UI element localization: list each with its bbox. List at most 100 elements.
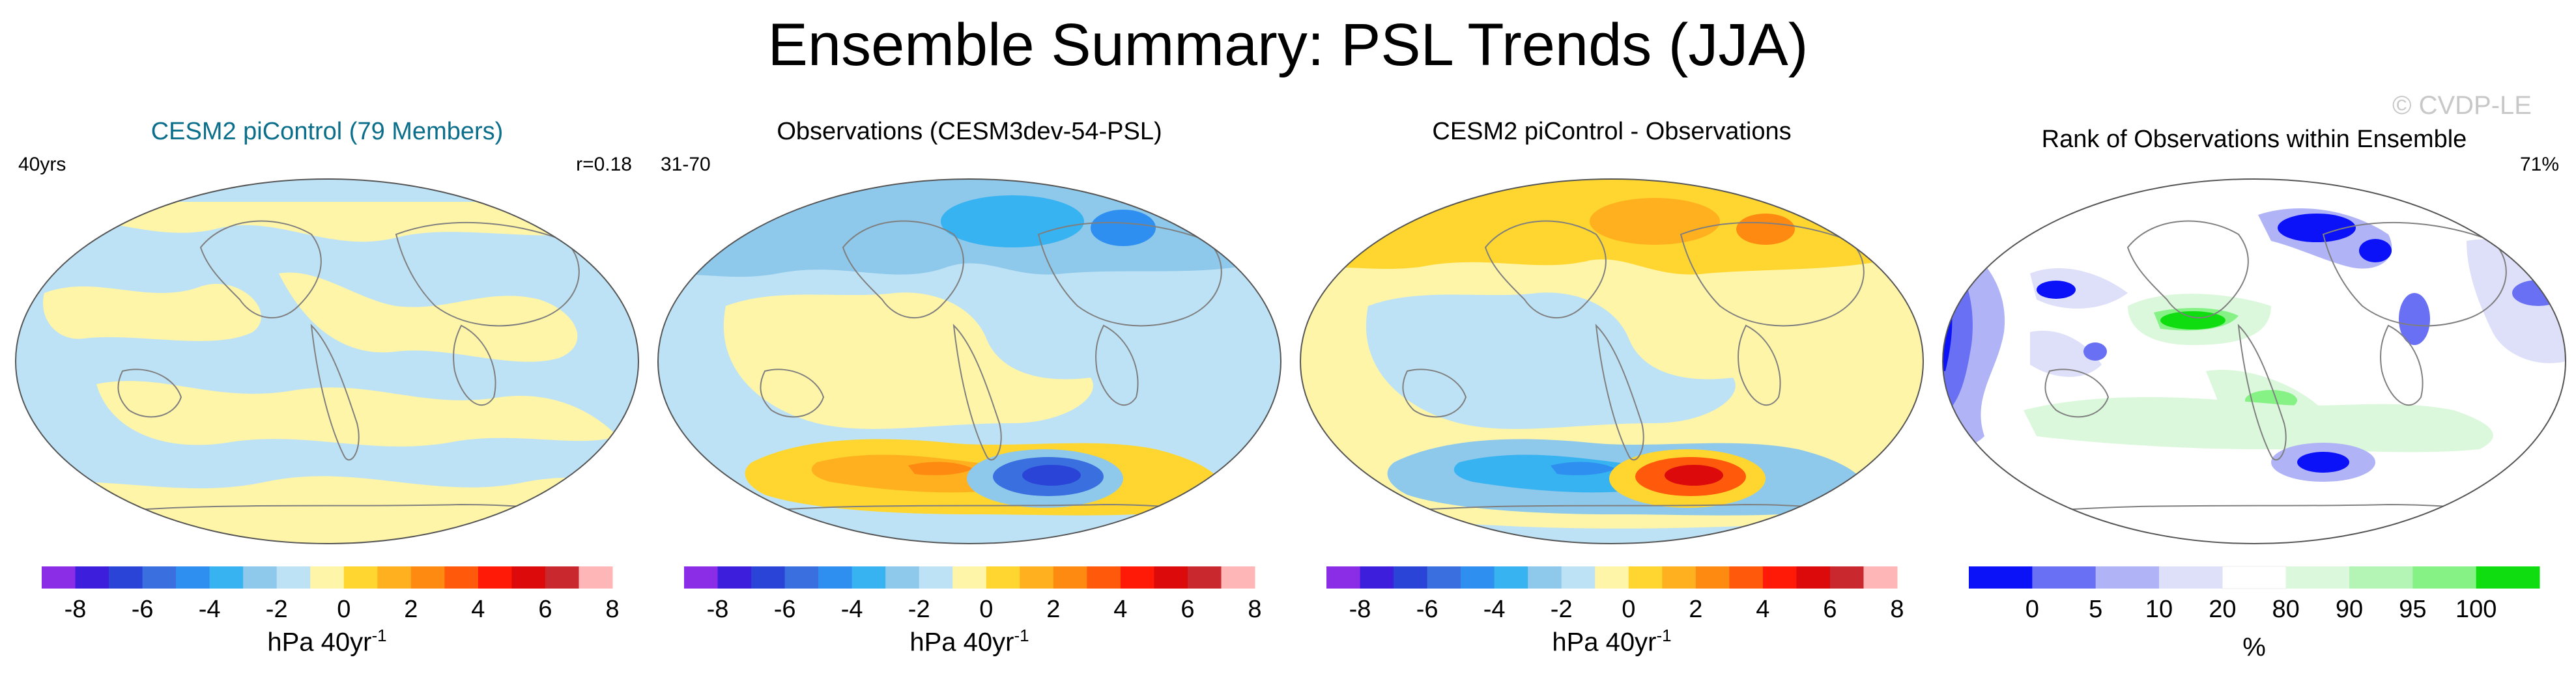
map-positive-band bbox=[96, 381, 618, 447]
colorbar-swatch bbox=[1087, 566, 1121, 589]
panel-left-label: 40yrs bbox=[18, 154, 66, 175]
colorbar-tick-label: 2 bbox=[1689, 596, 1702, 623]
panel-model: CESM2 piControl (79 Members) 40yrs r=0.1… bbox=[5, 0, 649, 681]
panel-left-label: 31-70 bbox=[661, 154, 711, 175]
colorbar-swatch bbox=[852, 566, 886, 589]
map-positive-region bbox=[1665, 465, 1723, 486]
map-low-rank-region bbox=[2278, 214, 2356, 242]
colorbar-swatch bbox=[276, 566, 311, 589]
colorbar-psl: -8 -6 -4 -2 0 2 4 6 8 bbox=[684, 566, 1262, 623]
colorbar-tick-label: 0 bbox=[2025, 596, 2039, 623]
colorbar-tick-label: 100 bbox=[2455, 596, 2497, 623]
colorbar-swatch bbox=[209, 566, 244, 589]
map-border bbox=[1942, 178, 2566, 544]
colorbar-tick-label: 4 bbox=[471, 596, 485, 623]
colorbar-swatch bbox=[343, 566, 378, 589]
colorbar-swatch bbox=[1561, 566, 1596, 589]
colorbar-swatch bbox=[1053, 566, 1087, 589]
map-negative-region bbox=[1551, 462, 1616, 475]
colorbar-tick-label: 4 bbox=[1113, 596, 1127, 623]
map-positive-region bbox=[1590, 198, 1720, 245]
map-border bbox=[15, 178, 639, 544]
colorbar-swatch bbox=[42, 566, 76, 589]
colorbar-swatch bbox=[2095, 566, 2160, 589]
panel-right-label: 71% bbox=[2519, 154, 2559, 175]
colorbar-swatch bbox=[751, 566, 786, 589]
colorbar-tick-label: -2 bbox=[908, 596, 930, 623]
colorbar-tick-label: -8 bbox=[64, 596, 87, 623]
map-low-rank-region bbox=[2359, 239, 2392, 262]
colorbar-swatch bbox=[1326, 566, 1361, 589]
colorbar-swatch bbox=[717, 566, 752, 589]
colorbar-swatch bbox=[109, 566, 143, 589]
panel-title: CESM2 piControl (79 Members) bbox=[150, 118, 504, 145]
colorbar-tick-label: -6 bbox=[132, 596, 154, 623]
map-positive-region bbox=[908, 462, 973, 475]
map-low-rank-region bbox=[2512, 280, 2564, 306]
colorbar-swatch bbox=[1829, 566, 1864, 589]
colorbar-tick-label: -6 bbox=[774, 596, 796, 623]
panel-title: Rank of Observations within Ensemble bbox=[2041, 126, 2467, 153]
colorbar-tick-label: -8 bbox=[1349, 596, 1371, 623]
map-positive-region bbox=[723, 292, 1093, 429]
colorbar-swatch bbox=[142, 566, 177, 589]
colorbar-swatch bbox=[2412, 566, 2477, 589]
colorbar-units: hPa 40yr-1 bbox=[1290, 620, 1934, 658]
colorbar-swatch bbox=[1695, 566, 1730, 589]
colorbar-units-text: % bbox=[2242, 633, 2266, 662]
colorbar-swatch bbox=[410, 566, 445, 589]
panel-title: Observations (CESM3dev-54-PSL) bbox=[777, 118, 1162, 145]
map-low-rank-region bbox=[2037, 281, 2076, 299]
colorbar-units-text: hPa 40yr bbox=[267, 628, 372, 657]
colorbar-psl: -8 -6 -4 -2 0 2 4 6 8 bbox=[42, 566, 620, 623]
colorbar-tick-label: 90 bbox=[2336, 596, 2363, 623]
colorbar-tick-label: 8 bbox=[605, 596, 619, 623]
colorbar-swatch bbox=[2349, 566, 2413, 589]
colorbar-units: % bbox=[1932, 625, 2576, 663]
colorbar-swatch bbox=[2032, 566, 2097, 589]
panel-right-label: r=0.18 bbox=[576, 154, 632, 175]
colorbar-swatch bbox=[511, 566, 546, 589]
colorbar-tick-label: 5 bbox=[2089, 596, 2102, 623]
map-background bbox=[1943, 179, 2566, 544]
map-negative-region bbox=[1366, 292, 1736, 429]
colorbar-swatch bbox=[818, 566, 853, 589]
colorbar-swatch bbox=[1120, 566, 1154, 589]
colorbar-swatch bbox=[986, 566, 1020, 589]
colorbar-swatch bbox=[1662, 566, 1696, 589]
colorbar-tick-label: 2 bbox=[1046, 596, 1060, 623]
colorbar-swatch bbox=[1762, 566, 1797, 589]
colorbar-swatch bbox=[885, 566, 920, 589]
colorbar-swatch bbox=[444, 566, 479, 589]
colorbar-psl: -8 -6 -4 -2 0 2 4 6 8 bbox=[1326, 566, 1904, 623]
map-negative-region bbox=[1091, 210, 1156, 246]
colorbar-swatch bbox=[1427, 566, 1461, 589]
colorbar-tick-label: 10 bbox=[2145, 596, 2173, 623]
colorbar-tick-label: 0 bbox=[979, 596, 993, 623]
colorbar-swatch bbox=[1154, 566, 1188, 589]
colorbar-tick-label: 8 bbox=[1248, 596, 1261, 623]
colorbar-units-exponent: -1 bbox=[371, 626, 387, 645]
colorbar-tick-label: -2 bbox=[266, 596, 288, 623]
map-observation-rank bbox=[1942, 178, 2566, 544]
colorbar-swatch bbox=[377, 566, 412, 589]
colorbar-tick-label: 20 bbox=[2209, 596, 2236, 623]
map-low-rank-region bbox=[2083, 342, 2107, 361]
colorbar-units-text: hPa 40yr bbox=[909, 628, 1014, 657]
colorbar-swatch bbox=[1221, 566, 1255, 589]
colorbar-swatch bbox=[1796, 566, 1831, 589]
panel-difference: CESM2 piControl - Observations bbox=[1290, 0, 1934, 681]
map-positive-band bbox=[43, 284, 261, 341]
colorbar-tick-label: 6 bbox=[1823, 596, 1837, 623]
map-observed-psl-trend bbox=[657, 178, 1281, 544]
colorbar-swatch bbox=[919, 566, 953, 589]
colorbar-tick-label: 6 bbox=[538, 596, 552, 623]
colorbar-swatch bbox=[1969, 566, 2033, 589]
colorbar-units-exponent: -1 bbox=[1014, 626, 1029, 645]
panel-observations: Observations (CESM3dev-54-PSL) 31-70 bbox=[648, 0, 1291, 681]
colorbar-tick-label: -8 bbox=[707, 596, 729, 623]
map-model-psl-trend bbox=[15, 178, 639, 544]
colorbar-swatch bbox=[478, 566, 512, 589]
colorbar-tick-label: 2 bbox=[404, 596, 418, 623]
colorbar-units-exponent: -1 bbox=[1656, 626, 1672, 645]
